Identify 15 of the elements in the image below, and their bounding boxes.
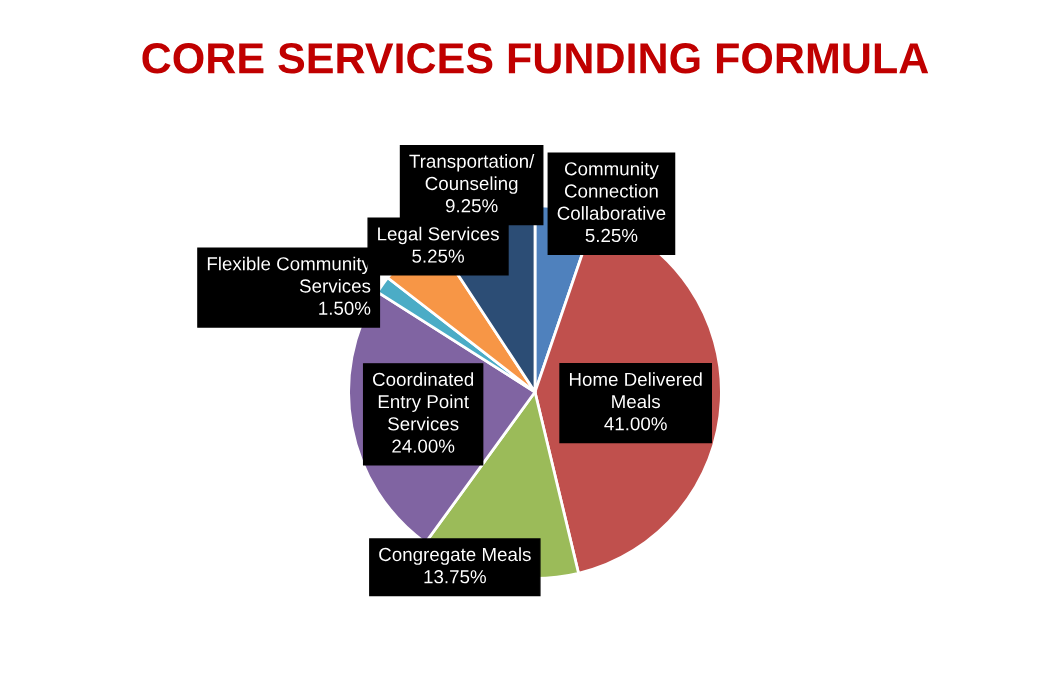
slice-label: Legal Services	[378, 226, 499, 245]
data-label: 5.25%	[585, 228, 638, 243]
slice-label: Flexible Community Services	[207, 256, 371, 293]
slice-label: Coordinated Entry Point Services	[373, 372, 474, 431]
data-label: 13.75%	[424, 570, 486, 584]
data-label: 9.25%	[445, 199, 498, 213]
data-label: 24.00%	[392, 439, 455, 453]
slice-label: Community Connection Collaborative	[557, 161, 666, 220]
slice-label: Congregate Meals	[379, 547, 531, 565]
chart-title: CORE SERVICES FUNDING FORMULA	[142, 43, 929, 74]
data-label: 41.00%	[604, 417, 667, 431]
slice-label: Home Delivered Meals	[569, 372, 702, 409]
data-label: 1.50%	[319, 301, 371, 315]
slice-label: Transportation/ Counseling	[409, 154, 535, 194]
data-label: 5.25%	[412, 249, 464, 263]
